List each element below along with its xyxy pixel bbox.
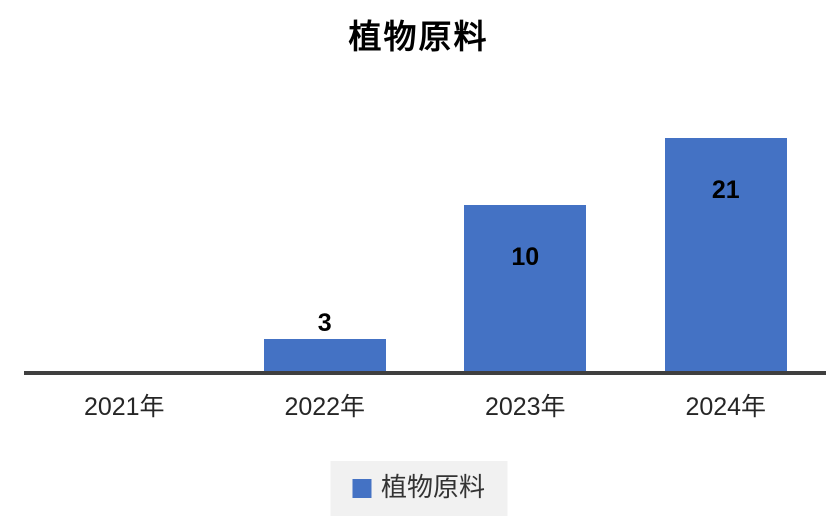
x-axis-label: 2022年: [284, 393, 366, 421]
legend: 植物原料: [329, 461, 508, 516]
chart-title: 植物原料: [348, 20, 489, 56]
x-axis-label: 2023年: [484, 393, 566, 421]
legend-swatch-icon: [351, 478, 371, 498]
plot-area: 3 10 21: [24, 80, 826, 371]
x-axis-label: 2021年: [83, 393, 165, 421]
bar: [664, 138, 787, 371]
bar-group-2023: 10: [425, 80, 626, 371]
bar-value-label: 3: [317, 309, 332, 337]
bar: [263, 339, 386, 371]
x-axis: 2021年 2022年 2023年 2024年: [24, 392, 826, 422]
bar-group-2022: 3: [225, 80, 426, 371]
bar: [464, 205, 587, 371]
x-axis-label: 2024年: [685, 393, 767, 421]
bar-value-label: 10: [511, 243, 540, 271]
legend-label: 植物原料: [380, 473, 486, 502]
x-axis-line: [24, 371, 826, 375]
bar-group-2024: 21: [626, 80, 827, 371]
bar-group-2021: [24, 80, 225, 371]
bar-value-label: 21: [711, 176, 740, 204]
